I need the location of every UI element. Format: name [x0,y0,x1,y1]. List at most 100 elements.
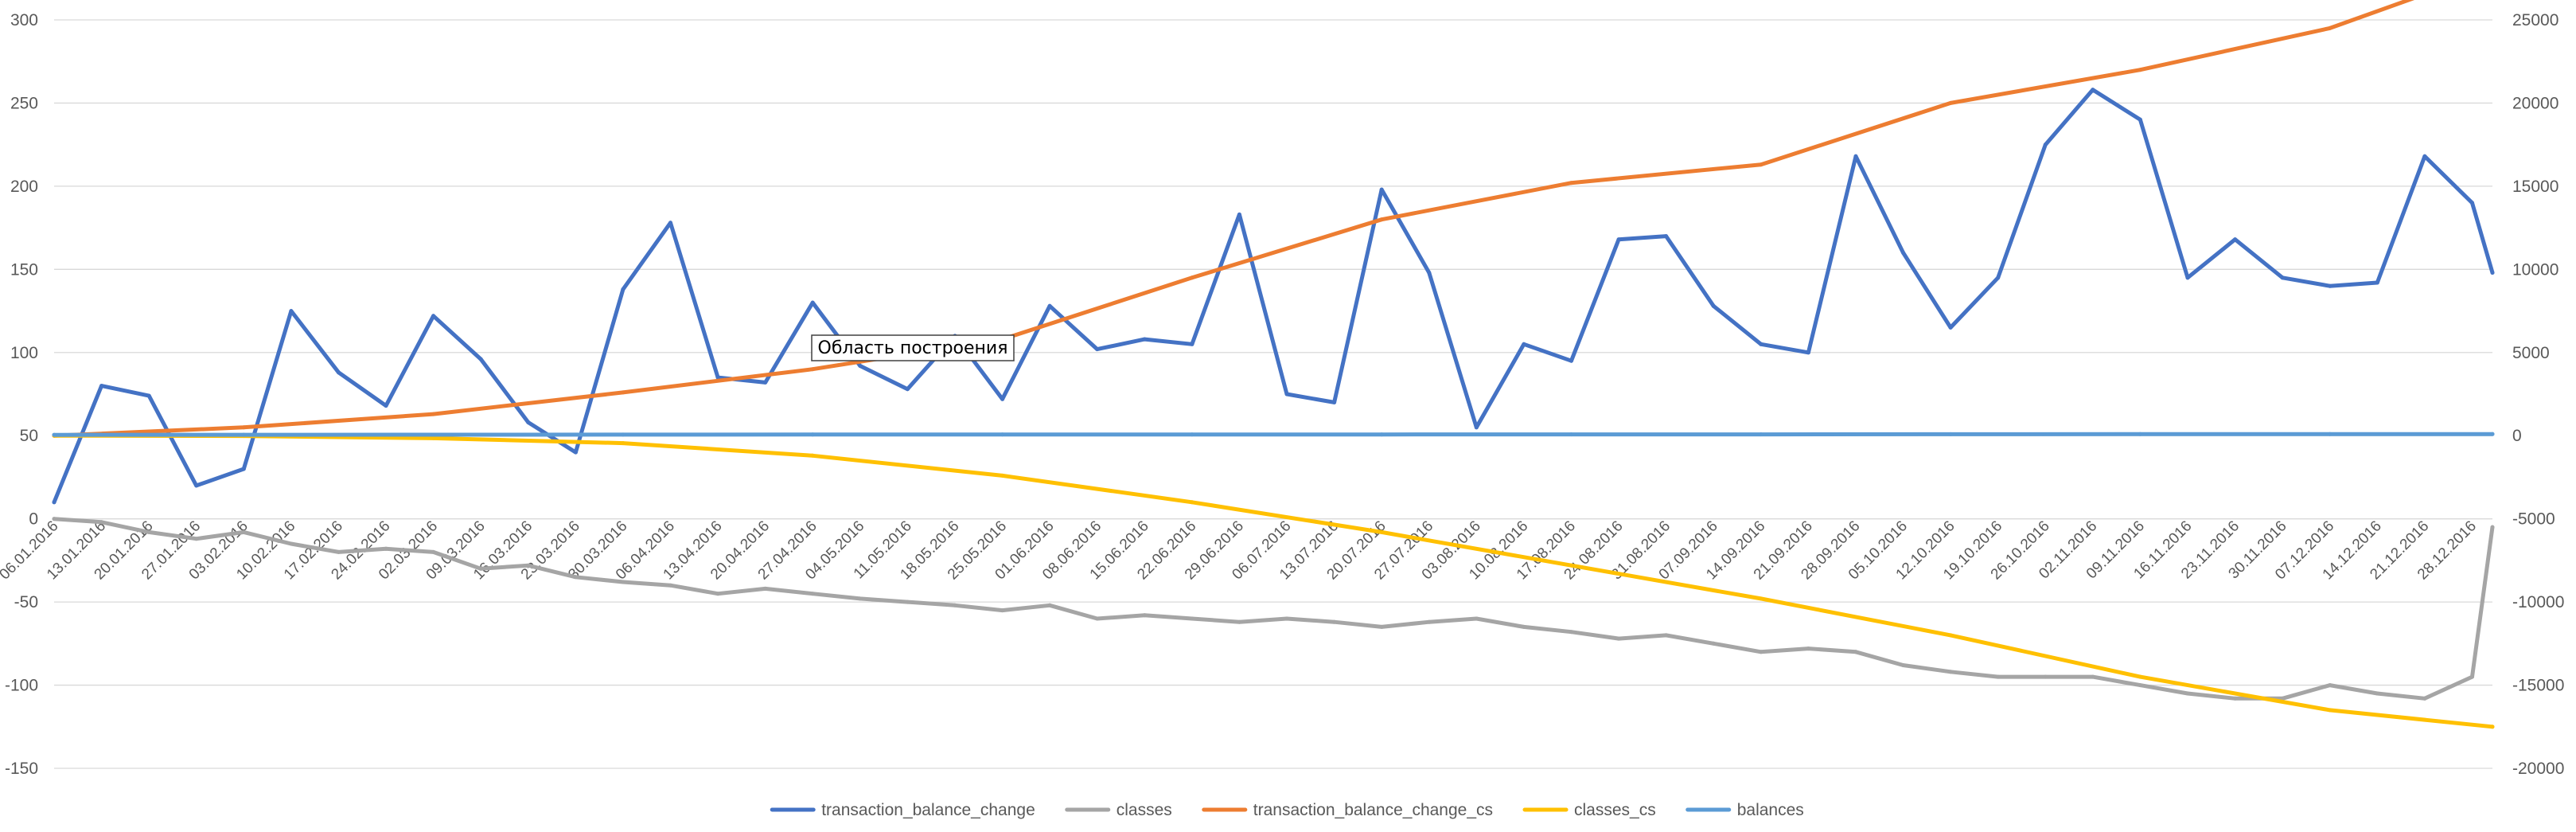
series-balances [52,432,2495,437]
data-point [1142,337,1147,342]
data-point [1806,350,1810,355]
data-point [2138,674,2142,679]
data-point [2138,117,2142,122]
legend-item-balances: balances [1686,801,1804,819]
data-point [2422,696,2427,701]
data-point [1379,217,1384,222]
data-point [1190,342,1194,346]
y-left-tick-label: 150 [10,260,38,279]
data-point [2091,88,2095,92]
data-point [1759,342,1763,346]
data-point [431,549,436,554]
data-point [1806,646,1810,651]
data-point [194,537,199,541]
data-point [1996,674,2001,679]
data-point [2185,275,2190,280]
tooltip-text: Область построения [818,338,1008,358]
data-point [241,529,246,534]
data-point [1000,396,1005,401]
series-line [52,432,2495,437]
data-point [1948,100,1953,105]
data-point [2043,143,2048,147]
y-right-tick-label: 5000 [2512,344,2550,362]
data-point [2328,683,2332,688]
y-left-tick-label: 250 [10,94,38,112]
tooltip-box [811,334,1015,361]
data-point [1047,303,1052,308]
data-point [621,432,625,437]
data-point [1379,624,1384,629]
y-left-tick-label: 300 [10,11,38,29]
data-point [1474,616,1479,621]
series-classes [52,517,2495,701]
y-left-tick-label: -50 [14,593,38,611]
data-point [810,300,815,305]
y-right-tick-label: 0 [2512,427,2522,445]
series-line [52,433,2495,729]
data-point [2043,674,2048,679]
data-point [810,592,815,596]
gridlines [54,19,2492,769]
y-left-tick-label: 200 [10,178,38,196]
data-point [621,580,625,584]
legend-item-classes_cs: classes_cs [1522,801,1656,819]
data-point [1759,162,1763,167]
data-point [1759,650,1763,654]
data-point [99,384,104,389]
data-point [621,390,625,395]
data-point [1996,275,2001,280]
legend-label: transaction_balance_change [821,801,1035,819]
legend-label: transaction_balance_change_cs [1253,801,1493,819]
data-point [1901,250,1905,255]
data-point [431,436,436,440]
y-left-tick-label: -150 [5,760,38,778]
data-point [241,425,246,430]
legend-label: balances [1737,801,1804,819]
data-point [1095,347,1100,352]
data-point [1948,432,1953,436]
data-point [1047,603,1052,607]
data-point [1711,641,1716,646]
data-point [1616,636,1621,641]
y-left-tick-label: 50 [20,427,38,445]
data-point [668,221,672,225]
data-point [2328,708,2332,713]
data-point [1664,633,1669,638]
data-point [668,583,672,588]
data-point [2328,283,2332,288]
data-point [99,520,104,525]
data-point [2470,674,2474,679]
data-point [2138,68,2142,72]
y-left-tick-label: 100 [10,344,38,362]
y-right-tick-label: 10000 [2512,260,2558,279]
data-point [1522,342,1526,346]
data-point [2490,525,2495,529]
data-point [337,370,341,375]
legend-item-classes: classes [1065,801,1172,819]
data-point [1284,616,1289,621]
data-point [2470,201,2474,205]
data-point [1237,619,1241,624]
data-point [431,432,436,437]
data-point [478,566,483,571]
data-point [1569,181,1573,186]
legend-item-transaction_balance_change_cs: transaction_balance_change_cs [1202,801,1493,819]
data-point [2375,691,2379,696]
data-point [1190,616,1194,621]
legend-label: classes [1117,801,1172,819]
data-point [2490,725,2495,729]
data-point [1284,392,1289,396]
data-point [573,450,578,455]
data-point [431,314,436,318]
data-point [384,546,388,551]
data-point [2375,280,2379,285]
data-point [715,592,720,596]
y-axis-left: -150 -100 -50 0 50 100 150 200 250 300 [5,11,38,778]
data-point [1332,400,1337,404]
data-point [52,517,57,521]
data-point [1948,633,1953,638]
data-point [763,380,768,385]
data-point [1569,432,1573,437]
data-point [478,357,483,361]
